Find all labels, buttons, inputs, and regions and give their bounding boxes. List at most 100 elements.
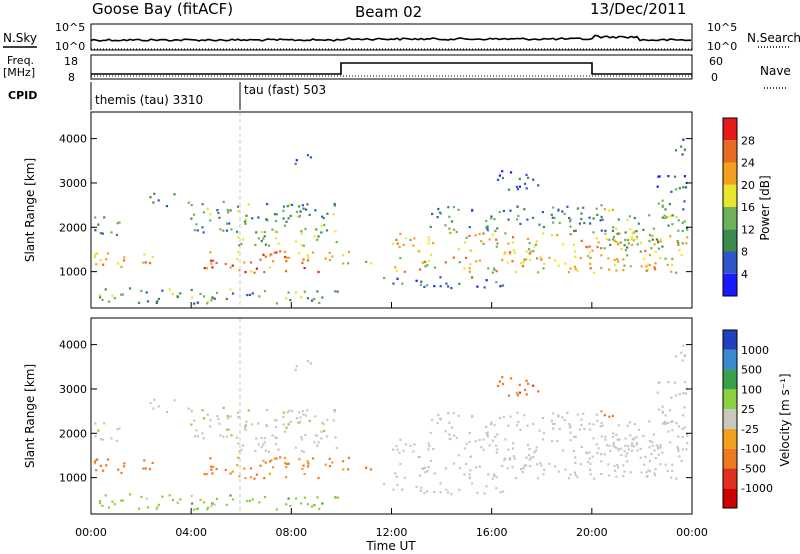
power-cell-1 — [117, 262, 120, 265]
velocity-cell-12 — [611, 435, 615, 438]
velocity-cell-8 — [341, 460, 345, 463]
power-cell-4 — [285, 220, 288, 223]
velocity-cell-10 — [588, 451, 591, 454]
velocity-cell-11 — [526, 424, 529, 427]
power-cell-5 — [255, 267, 258, 270]
power-cell-5 — [236, 258, 239, 261]
x-tick-label: 12:00 — [376, 526, 408, 539]
velocity-cell-5 — [270, 459, 273, 462]
velocity-cell-6 — [317, 441, 320, 444]
power-cell-10 — [630, 238, 633, 241]
power-cell-11 — [437, 207, 440, 211]
power-cell-10 — [671, 257, 674, 260]
velocity-cell-10 — [651, 440, 654, 443]
velocity-cell-4 — [289, 420, 292, 423]
velocity-cell-12 — [617, 424, 620, 427]
power-cell-14 — [674, 149, 678, 152]
velocity-cell-4 — [243, 426, 247, 429]
power-cell-13 — [661, 205, 664, 208]
power-cell-15 — [523, 182, 527, 185]
power-cell-10 — [495, 245, 498, 248]
velocity-cell-2 — [116, 428, 119, 431]
velocity-cell-12 — [632, 438, 635, 441]
velocity-cell-15 — [501, 382, 505, 386]
power-cell-4 — [282, 205, 285, 208]
power-cell-4 — [275, 230, 278, 234]
power-cell-5 — [249, 261, 252, 264]
velocity-cell-0 — [336, 496, 339, 499]
power-cell-10 — [495, 238, 498, 241]
velocity-cell-10 — [607, 463, 610, 466]
velocity-cell-10 — [429, 459, 432, 462]
power-cell-10 — [469, 249, 472, 252]
power-cell-10 — [529, 259, 532, 262]
velocity-cell-10 — [527, 454, 531, 457]
power-cell-6 — [302, 244, 305, 247]
velocity-cell-10 — [576, 476, 579, 479]
power-cell-10 — [574, 255, 577, 258]
power-cell-4 — [282, 209, 285, 212]
power-cell-10 — [521, 265, 524, 268]
power-cell-5 — [263, 271, 266, 274]
velocity-cell-10 — [589, 473, 592, 476]
power-cell-11 — [569, 225, 572, 228]
velocity-cell-12 — [671, 429, 674, 432]
velocity-cell-10 — [412, 450, 415, 453]
power-cell-10 — [607, 257, 610, 260]
velocity-cell-11 — [542, 431, 545, 435]
velocity-cell-0 — [231, 498, 235, 501]
power-cell-10 — [503, 251, 506, 254]
velocity-cell-5 — [236, 464, 239, 467]
power-cell-9 — [383, 276, 386, 279]
power-cell-11 — [568, 220, 572, 223]
velocity-cell-10 — [626, 460, 629, 463]
power-cell-0 — [202, 295, 206, 298]
velocity-cell-4 — [306, 409, 309, 412]
power-cell-10 — [653, 243, 656, 246]
velocity-cell-15 — [525, 379, 528, 382]
velocity-cell-12 — [678, 455, 681, 458]
velocity-cell-9 — [423, 491, 426, 494]
power-cell-10 — [569, 267, 572, 270]
velocity-cell-10 — [573, 471, 576, 474]
power-cell-15 — [537, 184, 540, 187]
power-cell-5 — [224, 262, 227, 266]
power-panel: 1000 2000 3000 4000 Slant Range [km] — [23, 111, 693, 309]
power-cell-10 — [595, 237, 598, 240]
velocity-cell-3 — [165, 411, 168, 414]
power-cell-0 — [258, 295, 261, 298]
velocity-cell-11 — [552, 427, 555, 430]
station-title: Goose Bay (fitACF) — [92, 0, 233, 18]
power-cell-14 — [682, 138, 685, 141]
velocity-cell-5 — [243, 467, 246, 470]
velocity-cell-10 — [624, 455, 627, 458]
velocity-cell-5 — [249, 476, 253, 479]
velocity-cell-10 — [503, 458, 506, 461]
velocity-cell-12 — [615, 433, 618, 436]
velocity-cell-10 — [523, 464, 526, 467]
velocity-cell-10 — [600, 472, 603, 475]
power-cell-6 — [316, 238, 319, 241]
velocity-cell-12 — [629, 434, 632, 437]
power-cell-12 — [617, 242, 621, 245]
power-cell-12 — [626, 246, 629, 249]
velocity-cell-0 — [199, 498, 202, 501]
velocity-cell-4 — [332, 419, 335, 422]
velocity-cell-10 — [613, 464, 616, 468]
velocity-cell-10 — [396, 448, 399, 451]
power-cell-10 — [468, 267, 471, 270]
velocity-cell-12 — [669, 420, 673, 424]
power-cell-10 — [506, 261, 509, 264]
velocity-cell-4 — [222, 435, 225, 438]
velocity-cell-13 — [683, 381, 686, 384]
velocity-cell-7 — [309, 362, 312, 365]
power-cell-11 — [448, 227, 451, 230]
power-cell-4 — [282, 217, 285, 220]
velocity-cell-12 — [666, 421, 670, 425]
power-cell-0 — [111, 294, 114, 297]
power-cell-11 — [550, 213, 553, 216]
velocity-cell-4 — [247, 409, 250, 412]
velocity-cell-11 — [437, 413, 440, 417]
power-cell-10 — [675, 271, 678, 274]
power-cell-0 — [289, 299, 292, 302]
